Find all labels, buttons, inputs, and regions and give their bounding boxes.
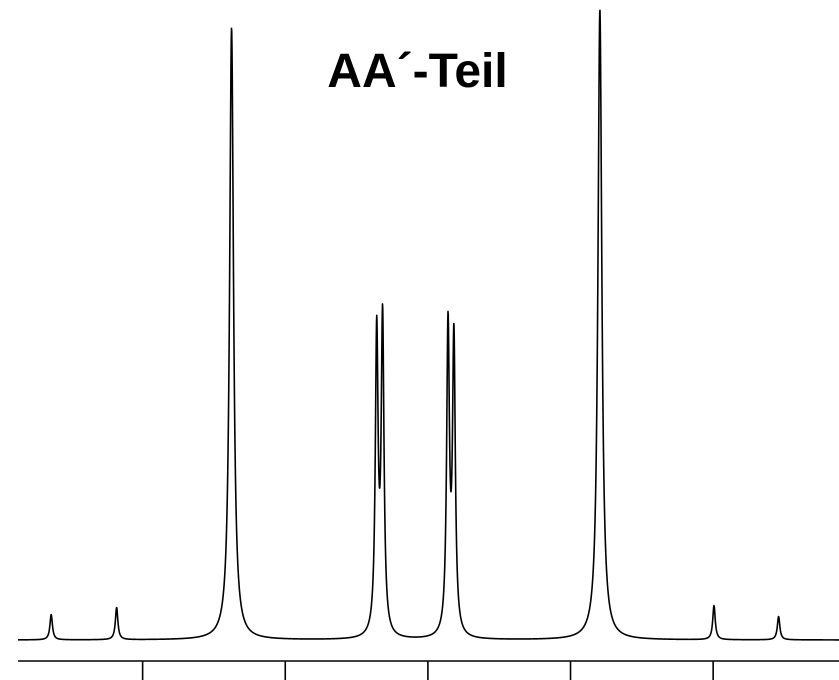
spectrum-line xyxy=(17,9,839,641)
spectrum-trace-group xyxy=(17,9,839,641)
x-axis xyxy=(18,660,839,680)
chart-title: AA´-Teil xyxy=(327,45,508,98)
